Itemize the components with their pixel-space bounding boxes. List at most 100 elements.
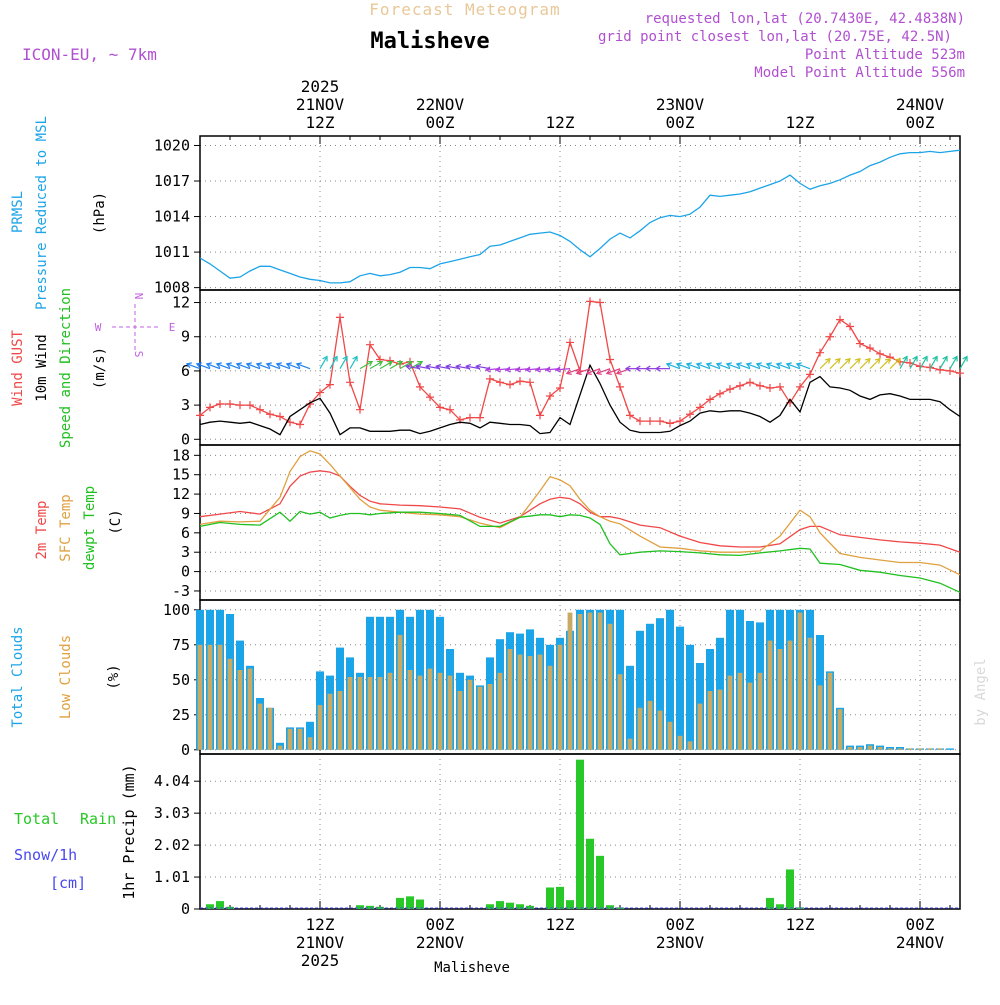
wind-direction-arrow (735, 362, 751, 370)
low-clouds-bar (537, 654, 543, 750)
wind-direction-arrow (245, 362, 261, 370)
compass-north-label: N (132, 293, 145, 300)
precip-total-label: Total (14, 810, 59, 828)
temp-2m-label: 2m Temp (34, 500, 50, 559)
y-tick-label: 3 (181, 543, 190, 561)
wind-arrow-head (894, 357, 901, 364)
wind-gust-point (846, 322, 854, 331)
wind-arrow-shaft (786, 363, 801, 370)
wind-arrow-shaft (869, 358, 881, 370)
wind-arrow-shaft (726, 363, 741, 370)
low-clouds-bar (197, 644, 203, 750)
wind-arrow-head (225, 362, 232, 369)
wind-arrow-head (665, 362, 672, 369)
wind-arrow-shaft (959, 356, 968, 369)
wind-arrow-head (524, 366, 531, 373)
wind-arrow-head (465, 363, 472, 370)
wind-direction-arrow (565, 368, 581, 375)
wind-direction-arrow (839, 357, 851, 370)
bottom-time-label: 24NOV (896, 933, 945, 952)
wind-arrow-shaft (706, 363, 721, 370)
wind-gust-point (316, 388, 324, 397)
y-tick-label: 0 (181, 900, 190, 918)
wind-gust-point (746, 378, 754, 387)
bottom-time-label: 00Z (426, 915, 455, 934)
wind-arrow-head (514, 366, 521, 373)
wind-arrow-shaft (349, 356, 358, 369)
point-altitude: Point Altitude 523m (805, 47, 965, 63)
wind-gust-point (936, 365, 944, 374)
wind-arrow-head (695, 362, 702, 369)
low-clouds-bar (677, 735, 683, 750)
precip-bar (786, 869, 794, 909)
wind-gust-point (256, 405, 264, 414)
wind-direction-arrow (665, 362, 681, 370)
low-clouds-bar (647, 700, 653, 750)
wind-arrow-head (824, 357, 831, 364)
precip-snow-unit: [cm] (50, 874, 86, 892)
wind-arrow-head (942, 355, 948, 362)
wind-arrow-shaft (949, 356, 958, 369)
bottom-time-label: 21NOV (296, 933, 345, 952)
wind-direction-arrow (369, 360, 384, 370)
bottom-time-label: 12Z (786, 915, 815, 934)
wind-gust-point (706, 395, 714, 404)
low-clouds-bar (427, 668, 433, 750)
wind-arrow-shaft (919, 356, 928, 369)
total-clouds-bar (626, 665, 634, 750)
top-time-label: 21NOV (296, 95, 345, 114)
wind-arrow-shaft (389, 361, 403, 370)
low-clouds-bar (917, 748, 923, 750)
low-clouds-bar (257, 703, 263, 750)
precip-bar (206, 904, 214, 909)
wind-arrow-shaft (266, 363, 281, 370)
wind-arrow-head (705, 362, 712, 369)
low-clouds-bar (577, 614, 583, 750)
wind-gust-point (486, 374, 494, 383)
y-tick-label: 12 (172, 294, 190, 312)
wind-arrow-shaft (829, 358, 841, 370)
temp-unit: (C) (108, 509, 124, 534)
wind-gust-point (916, 362, 924, 371)
wind-direction-arrow (379, 360, 394, 370)
low-clouds-bar (587, 612, 593, 750)
low-clouds-bar (217, 644, 223, 750)
low-clouds-bar (307, 737, 313, 750)
wind-arrow-shaft (859, 358, 871, 370)
low-clouds-bar (407, 670, 413, 750)
wind-direction-arrow (959, 355, 968, 369)
low-clouds-bar (737, 672, 743, 750)
total-clouds-bar (946, 748, 954, 750)
pressure-unit: (hPa) (92, 192, 108, 234)
wind-arrow-shaft (576, 368, 591, 374)
wind-direction-arrow (339, 355, 348, 369)
wind-arrow-head (595, 369, 602, 375)
top-time-label: 00Z (906, 113, 935, 132)
y-tick-label: 15 (172, 466, 190, 484)
wind-direction-arrow (205, 362, 221, 370)
wind-gust-point (666, 419, 674, 428)
low-clouds-bar (877, 747, 883, 750)
wind-arrow-shaft (676, 363, 691, 370)
wind-gust-point (656, 417, 664, 426)
precip-bar (546, 887, 554, 909)
wind-direction-arrow (215, 362, 231, 370)
top-time-label: 2025 (301, 77, 340, 96)
low-clouds-bar (617, 674, 623, 750)
wind-arrow-head (435, 363, 442, 370)
wind-arrow-shaft (929, 356, 938, 369)
low-clouds-bar (787, 640, 793, 750)
wind-arrow-shaft (889, 358, 901, 370)
low-clouds-bar (597, 612, 603, 750)
wind-arrow-head (265, 362, 272, 369)
wind-gust-point (516, 377, 524, 386)
y-tick-label: 1020 (154, 136, 190, 154)
wind-direction-arrow (705, 362, 721, 370)
wind-arrow-head (755, 362, 762, 369)
bottom-time-label: 00Z (666, 915, 695, 934)
wind-arrow-head (352, 355, 358, 362)
precip-bar (526, 905, 534, 909)
clouds-unit: (%) (106, 664, 122, 689)
wind-direction-arrow (929, 355, 938, 369)
wind-gust-point (646, 417, 654, 426)
